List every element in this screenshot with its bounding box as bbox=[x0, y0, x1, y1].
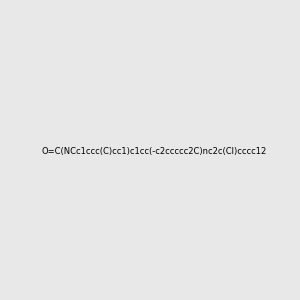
Text: O=C(NCc1ccc(C)cc1)c1cc(-c2ccccc2C)nc2c(Cl)cccc12: O=C(NCc1ccc(C)cc1)c1cc(-c2ccccc2C)nc2c(C… bbox=[41, 147, 266, 156]
